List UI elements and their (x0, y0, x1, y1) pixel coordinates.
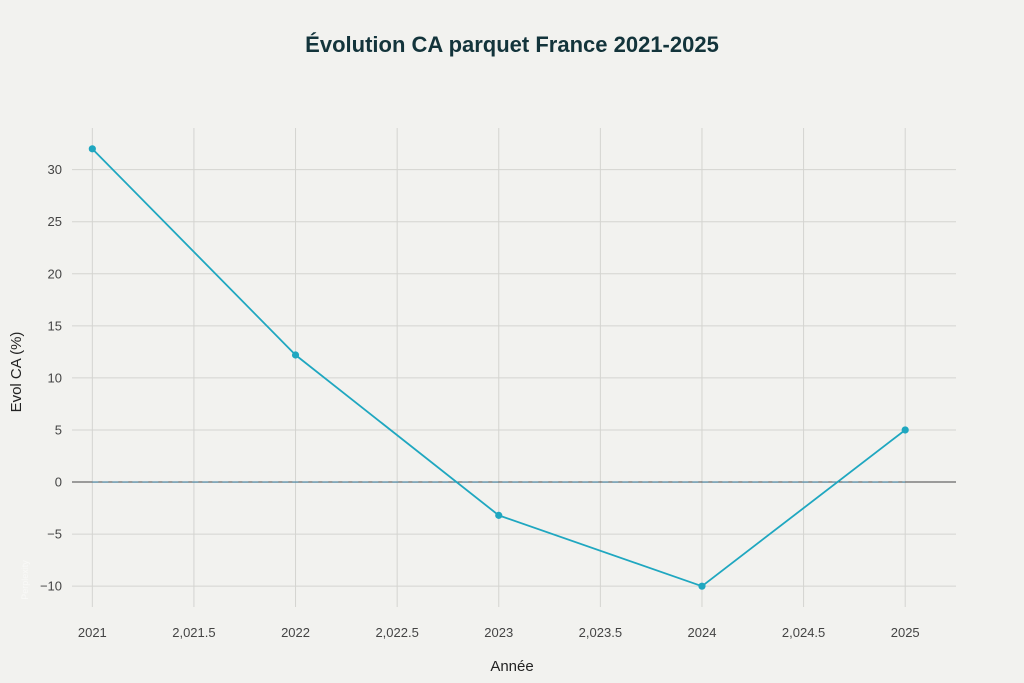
y-tick-label-0: −10 (40, 579, 62, 594)
y-tick-label-7: 25 (48, 214, 62, 229)
x-tick-label-2: 2022 (281, 625, 310, 640)
data-point-2025 (901, 426, 909, 434)
y-tick-labels: −10 −5 0 5 10 15 20 25 30 (40, 162, 62, 594)
x-tick-label-1: 2,021.5 (172, 625, 215, 640)
x-tick-label-3: 2,022.5 (375, 625, 418, 640)
data-point-2021 (88, 145, 96, 153)
y-tick-label-3: 5 (55, 422, 62, 437)
x-tick-labels: 2021 2,021.5 2022 2,022.5 2023 2,023.5 2024 2,0… (78, 625, 920, 640)
data-point-2023 (495, 511, 503, 519)
watermark: Perplexity (20, 560, 30, 600)
x-axis-label: Année (490, 658, 533, 675)
grid-layer (72, 128, 956, 607)
y-tick-label-5: 15 (48, 318, 62, 333)
x-tick-label-4: 2023 (484, 625, 513, 640)
y-axis-label: Evol CA (%) (8, 332, 25, 413)
y-tick-label-2: 0 (55, 475, 62, 490)
x-tick-label-7: 2,024.5 (782, 625, 825, 640)
chart-title: Évolution CA parquet France 2021-2025 (305, 32, 719, 57)
x-tick-label-6: 2024 (688, 625, 717, 640)
y-tick-label-4: 10 (48, 370, 62, 385)
x-tick-label-0: 2021 (78, 625, 107, 640)
x-tick-label-8: 2025 (891, 625, 920, 640)
series-layer (88, 145, 909, 590)
data-point-2024 (698, 582, 706, 590)
data-point-2022 (291, 351, 300, 359)
y-tick-label-6: 20 (48, 266, 62, 281)
y-tick-label-8: 30 (48, 162, 62, 177)
y-tick-label-1: −5 (47, 527, 62, 542)
x-tick-label-5: 2,023.5 (579, 625, 622, 640)
